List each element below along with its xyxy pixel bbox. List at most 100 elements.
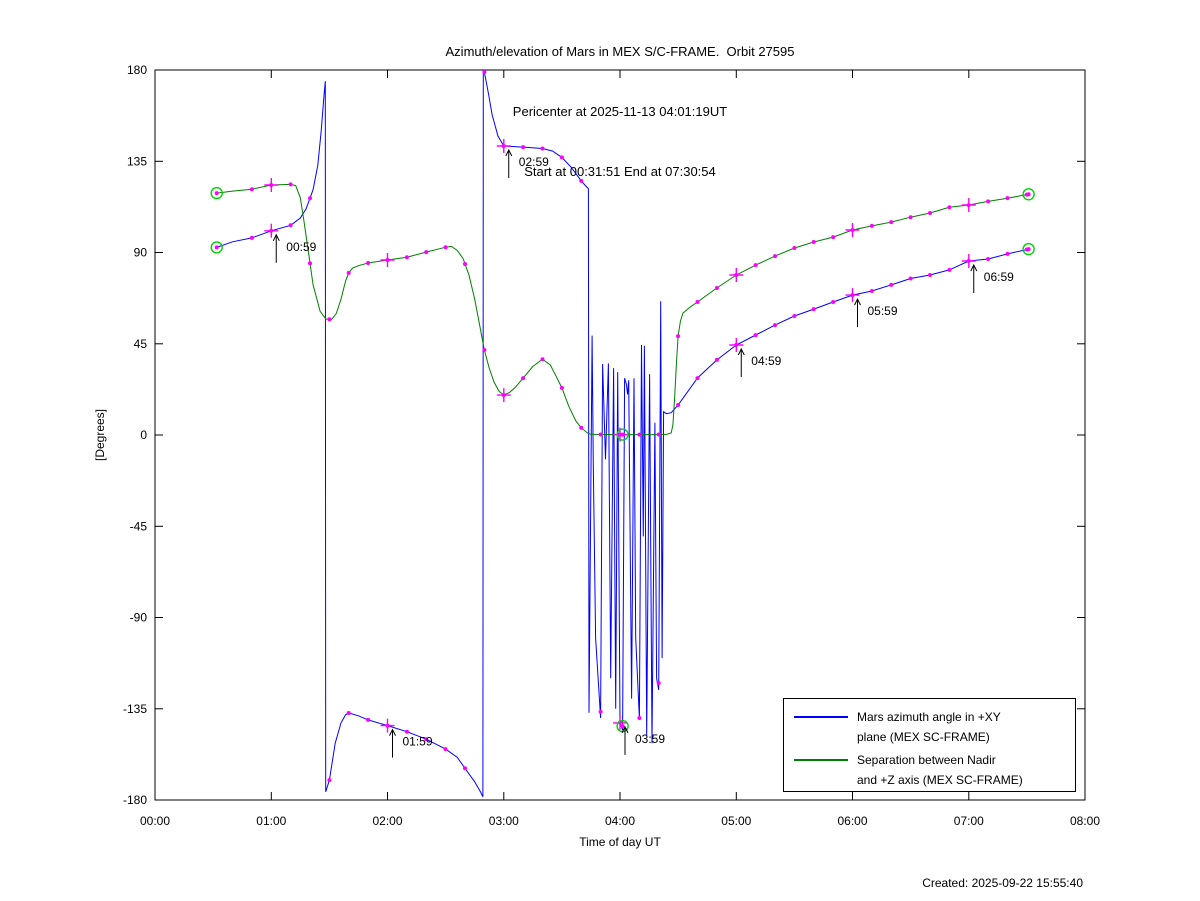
dot-marker [986, 257, 991, 261]
legend-entry-azimuth-text: Mars azimuth angle in +XY plane (MEX SC-… [857, 707, 1001, 747]
y-tick-label: -135 [123, 702, 147, 716]
x-tick-label: 04:00 [605, 814, 635, 828]
dot-marker [249, 235, 254, 240]
annotation-arrowhead [389, 728, 396, 736]
event-circle-markers [210, 186, 1035, 733]
x-tick-label: 05:00 [721, 814, 751, 828]
y-tick-label: 135 [127, 154, 147, 168]
dot-marker [773, 254, 777, 259]
annotation-arrowhead [970, 263, 978, 272]
dot-marker [928, 273, 932, 277]
dot-marker [249, 187, 254, 192]
plus-marker [496, 139, 511, 153]
x-axis-label: Time of day UT [579, 835, 661, 849]
dot-marker [288, 182, 293, 187]
y-tick-label: -90 [130, 611, 148, 625]
dot-marker [327, 778, 332, 783]
dot-marker [308, 261, 312, 266]
dot-marker [327, 317, 332, 322]
plus-marker [845, 288, 860, 303]
event-dot [620, 724, 625, 729]
y-tick-label: 90 [134, 246, 148, 260]
y-tick-label: 180 [127, 63, 147, 77]
dot-marker [1005, 251, 1010, 256]
dot-marker [792, 314, 797, 318]
x-axis: 00:00 01:00 02:00 03:00 04:00 05:00 06:00 07:00… [140, 70, 1100, 828]
event-dot [1026, 192, 1031, 197]
plot-title-block: Azimuth/elevation of Mars in MEX S/C-FRA… [155, 2, 1085, 222]
dot-marker [947, 205, 952, 210]
legend-line-sample-separation-icon [794, 759, 848, 761]
dot-marker [346, 711, 351, 715]
dot-marker [366, 261, 371, 265]
dot-marker [928, 211, 932, 215]
hourly-plus-markers [264, 139, 976, 733]
plus-marker [613, 715, 627, 730]
dot-marker [947, 267, 952, 272]
legend-entry-azimuth: Mars azimuth angle in +XY plane (MEX SC-… [794, 707, 1075, 747]
dot-marker [424, 737, 429, 742]
annotation-arrowhead [505, 148, 513, 157]
annotation-arrowhead [621, 725, 629, 734]
dot-marker [579, 425, 584, 430]
annotation-arrowhead [272, 233, 280, 242]
y-tick-label: 0 [140, 428, 147, 442]
dot-marker [443, 245, 448, 250]
y-axis: 180 135 90 45 0 -45 -90 -135 -180 [123, 63, 1085, 807]
annotation-label: 04:59 [751, 354, 781, 368]
annotation-arrowhead [737, 347, 745, 356]
legend-azimuth-line1: Mars azimuth angle in +XY [857, 710, 1001, 724]
dot-marker [753, 263, 758, 268]
x-tick-label: 07:00 [954, 814, 984, 828]
dot-marker [714, 357, 719, 362]
legend-separation-line2: and +Z axis (MEX SC-FRAME) [857, 773, 1023, 787]
dot-marker [308, 196, 312, 201]
dot-marker [366, 717, 371, 722]
dot-marker [831, 235, 836, 240]
dot-marker [559, 155, 564, 160]
dot-marker [792, 246, 797, 250]
dot-marker [404, 255, 409, 260]
dot-marker [482, 70, 487, 74]
dot-marker [482, 348, 487, 352]
dot-marker [540, 357, 545, 362]
dot-marker [773, 323, 777, 328]
dot-marker [676, 334, 681, 339]
dot-marker [889, 282, 894, 287]
y-tick-label: -45 [130, 519, 148, 533]
event-circle [210, 186, 223, 200]
x-tick-label: 00:00 [140, 814, 170, 828]
dot-marker [889, 220, 894, 225]
dot-marker [559, 385, 564, 390]
dot-marker [463, 766, 467, 771]
dot-marker [540, 146, 545, 151]
dot-marker [1005, 196, 1010, 201]
event-circle [1022, 242, 1035, 256]
legend-line-sample-azimuth-icon [794, 716, 848, 718]
plus-marker [729, 338, 744, 352]
y-tick-label: 45 [134, 337, 148, 351]
y-tick-label: -180 [123, 793, 147, 807]
plus-marker [961, 254, 976, 268]
plus-marker [729, 268, 744, 282]
plus-marker [845, 223, 860, 237]
dot-marker [908, 215, 913, 220]
plot-title-line2: Pericenter at 2025-11-13 04:01:19UT [512, 104, 728, 119]
dot-marker [869, 223, 874, 228]
event-circle [1022, 188, 1035, 201]
dot-marker [637, 716, 642, 720]
dot-marker [831, 300, 836, 304]
x-tick-label: 03:00 [489, 814, 519, 828]
x-tick-label: 06:00 [837, 814, 867, 828]
dot-marker [346, 270, 351, 275]
time-annotations: 00:59 01:59 02:59 03:59 04:59 05:59 06:59 [272, 148, 1014, 758]
legend-separation-line1: Separation between Nadir [857, 753, 996, 767]
event-dot [620, 432, 625, 437]
legend-box: Mars azimuth angle in +XY plane (MEX SC-… [783, 698, 1076, 792]
event-circle [210, 241, 223, 254]
event-dot [1026, 247, 1031, 252]
dot-marker [869, 289, 874, 293]
x-tick-label: 08:00 [1070, 814, 1100, 828]
dot-marker [288, 223, 293, 228]
